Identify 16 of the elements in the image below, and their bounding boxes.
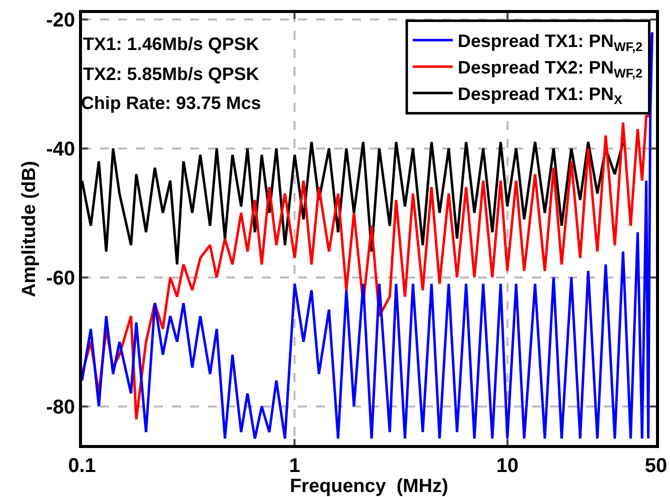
legend-label: Despread TX1: PN$_{WF,2}$ [458,31,643,54]
x-axis-title: Frequency (MHz) [290,476,448,497]
x-tick-label: 0.1 [68,455,96,477]
x-tick-label: 1 [289,455,300,477]
annotation: TX2: 5.85Mb/s QPSK [83,64,260,84]
annotation: TX1: 1.46Mb/s QPSK [83,34,260,54]
legend-label: Despread TX2: PN$_{WF,2}$ [458,58,643,80]
x-tick-label: 50 [644,455,668,477]
annotation: Chip Rate: 93.75 Mcs [81,93,262,113]
y-tick-label: -60 [46,267,75,290]
y-axis-title: Amplitude (dB) [18,160,40,298]
legend-label: Despread TX1: PN$_{X}$ [458,84,623,107]
y-tick-label: -80 [46,396,75,418]
y-tick-label: -40 [46,138,75,160]
y-tick-label: -20 [46,9,75,32]
x-tick-label: 10 [496,455,518,477]
